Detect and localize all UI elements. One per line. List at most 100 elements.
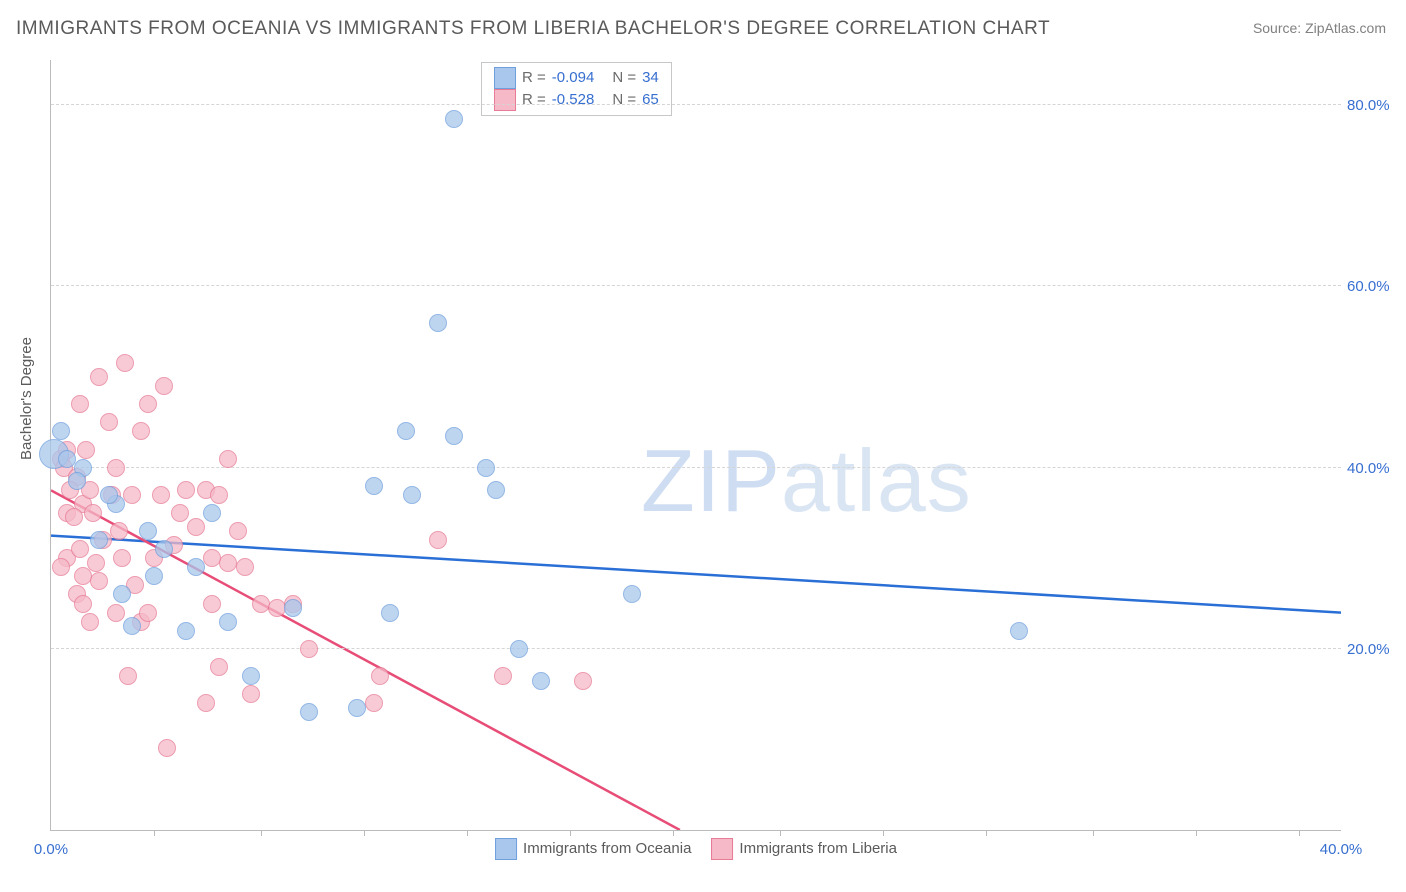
data-point <box>77 441 95 459</box>
data-point <box>229 522 247 540</box>
data-point <box>210 658 228 676</box>
data-point <box>219 613 237 631</box>
data-point <box>152 486 170 504</box>
data-point <box>90 531 108 549</box>
data-point <box>123 617 141 635</box>
data-point <box>300 703 318 721</box>
data-point <box>71 395 89 413</box>
data-point <box>510 640 528 658</box>
data-point <box>203 549 221 567</box>
x-tick <box>1093 830 1094 836</box>
data-point <box>365 477 383 495</box>
data-point <box>74 595 92 613</box>
data-point <box>177 481 195 499</box>
gridline <box>51 648 1341 649</box>
chart-plot-area: ZIPatlas R = -0.094N = 34R = -0.528N = 6… <box>50 60 1341 831</box>
gridline <box>51 104 1341 105</box>
trend-line <box>51 490 680 830</box>
chart-title: IMMIGRANTS FROM OCEANIA VS IMMIGRANTS FR… <box>16 18 1050 40</box>
data-point <box>219 554 237 572</box>
legend-row: R = -0.528N = 65 <box>494 89 659 111</box>
correlation-legend: R = -0.094N = 34R = -0.528N = 65 <box>481 62 672 116</box>
data-point <box>90 368 108 386</box>
y-tick-label: 20.0% <box>1347 641 1406 658</box>
data-point <box>155 377 173 395</box>
data-point <box>81 613 99 631</box>
legend-r-label: R = <box>522 89 546 111</box>
gridline <box>51 285 1341 286</box>
x-tick <box>364 830 365 836</box>
legend-n-label: N = <box>612 67 636 89</box>
data-point <box>113 549 131 567</box>
data-point <box>187 558 205 576</box>
y-tick-label: 60.0% <box>1347 278 1406 295</box>
x-tick <box>467 830 468 836</box>
data-point <box>397 422 415 440</box>
data-point <box>203 595 221 613</box>
data-point <box>242 685 260 703</box>
data-point <box>445 110 463 128</box>
data-point <box>381 604 399 622</box>
data-point <box>284 599 302 617</box>
gridline <box>51 467 1341 468</box>
legend-r-label: R = <box>522 67 546 89</box>
data-point <box>100 486 118 504</box>
data-point <box>203 504 221 522</box>
legend-swatch <box>494 67 516 89</box>
data-point <box>242 667 260 685</box>
data-point <box>113 585 131 603</box>
x-tick <box>154 830 155 836</box>
data-point <box>429 531 447 549</box>
legend-row: R = -0.094N = 34 <box>494 67 659 89</box>
legend-item: Immigrants from Liberia <box>711 838 897 860</box>
data-point <box>107 604 125 622</box>
legend-swatch <box>494 89 516 111</box>
y-tick-label: 40.0% <box>1347 460 1406 477</box>
data-point <box>348 699 366 717</box>
data-point <box>145 567 163 585</box>
data-point <box>158 739 176 757</box>
data-point <box>252 595 270 613</box>
data-point <box>58 450 76 468</box>
x-tick-label: 0.0% <box>34 841 68 858</box>
x-tick <box>780 830 781 836</box>
data-point <box>65 508 83 526</box>
watermark-bold: ZIP <box>641 431 781 530</box>
watermark: ZIPatlas <box>641 430 972 532</box>
legend-n-value: 34 <box>642 67 659 89</box>
legend-label: Immigrants from Oceania <box>523 840 691 857</box>
data-point <box>171 504 189 522</box>
data-point <box>177 622 195 640</box>
legend-swatch <box>495 838 517 860</box>
x-tick <box>1299 830 1300 836</box>
data-point <box>155 540 173 558</box>
data-point <box>219 450 237 468</box>
x-tick <box>673 830 674 836</box>
data-point <box>90 572 108 590</box>
data-point <box>187 518 205 536</box>
data-point <box>300 640 318 658</box>
y-axis-label: Bachelor's Degree <box>18 337 35 460</box>
data-point <box>403 486 421 504</box>
series-legend: Immigrants from Oceania Immigrants from L… <box>495 838 897 860</box>
data-point <box>494 667 512 685</box>
data-point <box>197 694 215 712</box>
data-point <box>477 459 495 477</box>
data-point <box>52 558 70 576</box>
x-tick <box>261 830 262 836</box>
data-point <box>139 522 157 540</box>
data-point <box>71 540 89 558</box>
data-point <box>87 554 105 572</box>
legend-n-label: N = <box>612 89 636 111</box>
data-point <box>100 413 118 431</box>
watermark-thin: atlas <box>781 431 972 530</box>
legend-swatch <box>711 838 733 860</box>
data-point <box>371 667 389 685</box>
data-point <box>236 558 254 576</box>
data-point <box>116 354 134 372</box>
x-tick <box>986 830 987 836</box>
data-point <box>1010 622 1028 640</box>
legend-r-value: -0.528 <box>552 89 595 111</box>
data-point <box>107 459 125 477</box>
data-point <box>574 672 592 690</box>
